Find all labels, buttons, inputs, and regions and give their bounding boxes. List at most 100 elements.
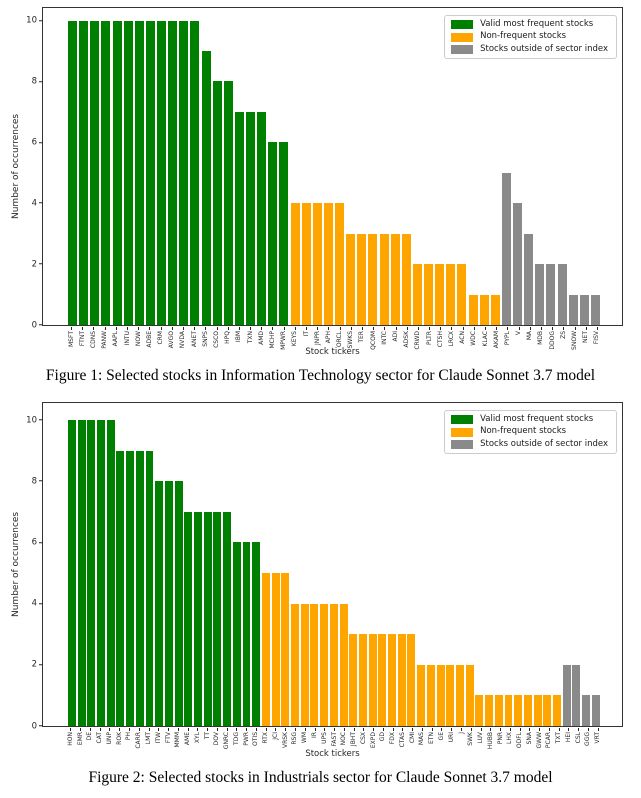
x-tick: CRM: [156, 327, 167, 351]
x-tick: CTAS: [398, 728, 408, 752]
y-tick-mark: [39, 202, 43, 204]
y-tick: 8: [32, 77, 43, 86]
x-tick-mark: [373, 728, 375, 731]
x-tick: MAS: [418, 728, 428, 752]
bar: [479, 294, 490, 325]
bar-rect: [456, 664, 464, 726]
bar: [86, 420, 96, 726]
bar-rect: [590, 294, 600, 325]
x-tick-label: FISV: [593, 331, 601, 345]
bar-rect: [591, 695, 600, 726]
x-tick-mark: [250, 327, 252, 330]
x-tick-label: PNR: [496, 732, 504, 745]
x-tick-label: ITW: [154, 732, 162, 744]
x-tick: UNP: [105, 728, 115, 752]
bar: [523, 695, 533, 726]
fig2-y-axis-label: Number of occurrences: [11, 511, 21, 618]
x-tick: AKAM: [491, 327, 502, 351]
x-tick: PANW: [100, 327, 111, 351]
x-tick-mark: [392, 728, 394, 731]
x-tick-mark: [334, 728, 336, 731]
x-tick-label: ADSK: [403, 331, 411, 348]
bar: [301, 203, 312, 325]
x-tick-mark: [115, 327, 117, 330]
x-tick-mark: [461, 728, 462, 731]
bar: [568, 294, 579, 325]
bar-rect: [174, 481, 183, 726]
x-tick: ORCL: [335, 327, 346, 351]
y-tick: 4: [32, 599, 43, 608]
x-tick-label: CMI: [408, 732, 416, 744]
x-tick-mark: [485, 327, 487, 330]
x-tick-label: V: [515, 331, 523, 336]
x-tick-mark: [197, 728, 199, 731]
bar-rect: [494, 695, 503, 726]
x-tick-mark: [361, 327, 363, 330]
bar: [436, 664, 446, 726]
bar-rect: [123, 20, 133, 325]
x-tick-label: LUV: [477, 732, 485, 744]
x-tick: MSFT: [66, 327, 77, 351]
bar: [426, 664, 436, 726]
bar: [579, 294, 590, 325]
bar-rect: [252, 542, 261, 726]
bar-rect: [213, 511, 222, 726]
x-tick: AMD: [256, 327, 267, 351]
x-tick-mark: [451, 327, 453, 330]
bar: [134, 20, 145, 325]
x-tick-mark: [462, 327, 464, 330]
bar: [154, 481, 164, 726]
x-tick-mark: [363, 728, 365, 731]
bar: [581, 695, 591, 726]
x-tick-mark: [417, 327, 419, 330]
bar-rect: [134, 20, 144, 325]
bar-rect: [145, 20, 155, 325]
x-tick: HPQ: [223, 327, 234, 351]
bar: [390, 233, 401, 325]
bar-rect: [426, 664, 435, 726]
bar: [552, 695, 562, 726]
x-tick-label: ANET: [190, 331, 198, 348]
bar-rect: [397, 634, 406, 726]
y-tick: 8: [32, 477, 43, 486]
x-tick: CDNS: [88, 327, 99, 351]
bar-rect: [179, 20, 189, 325]
bar-rect: [257, 111, 267, 325]
x-tick-mark: [558, 728, 560, 731]
bar: [112, 20, 123, 325]
bar-rect: [468, 294, 478, 325]
x-tick-label: CTAS: [398, 732, 406, 748]
bar: [67, 420, 77, 726]
bar: [89, 20, 100, 325]
bar: [591, 695, 601, 726]
bar-rect: [368, 634, 377, 726]
fig1-bars: [67, 8, 601, 325]
bar: [251, 542, 261, 726]
x-tick: ETN: [427, 728, 437, 752]
x-tick: ANET: [189, 327, 200, 351]
x-tick-mark: [343, 728, 345, 731]
x-tick-mark: [177, 728, 179, 731]
x-tick: GD: [379, 728, 389, 752]
x-tick: TDG: [232, 728, 242, 752]
bar-rect: [106, 420, 115, 726]
x-tick-label: CSL: [574, 732, 582, 744]
x-tick-label: ADBE: [145, 331, 153, 348]
bar-rect: [562, 664, 571, 726]
x-tick: UPS: [320, 728, 330, 752]
bar: [501, 172, 512, 325]
bar: [116, 450, 126, 726]
bar-rect: [485, 695, 494, 726]
bar-rect: [379, 233, 389, 325]
bar: [106, 420, 116, 726]
x-tick: TXN: [245, 327, 256, 351]
x-tick: CARR: [134, 728, 144, 752]
bar-rect: [271, 573, 280, 726]
x-tick-mark: [470, 728, 472, 731]
x-tick-mark: [160, 327, 162, 330]
x-tick-label: WDC: [470, 331, 478, 346]
bar-rect: [145, 450, 154, 726]
x-tick-mark: [496, 327, 498, 330]
x-tick-mark: [429, 327, 431, 330]
